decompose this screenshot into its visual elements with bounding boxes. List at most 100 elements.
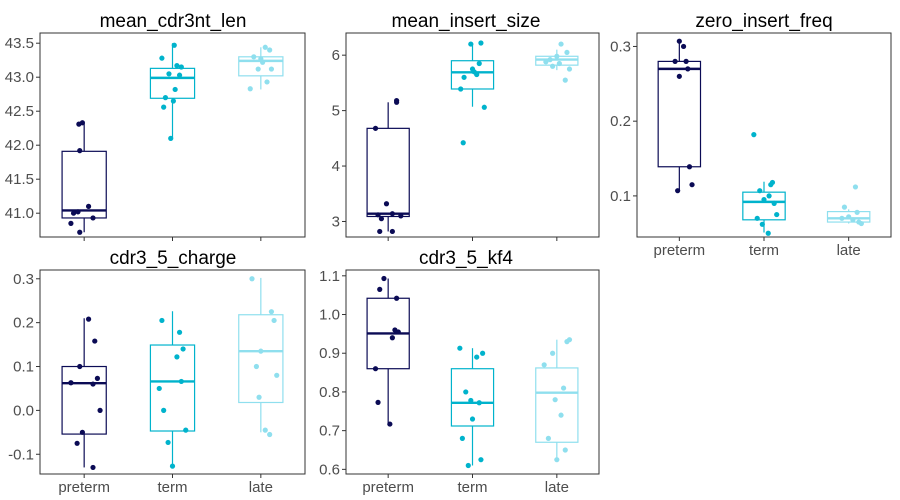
data-point — [68, 220, 74, 226]
data-point — [564, 339, 570, 345]
data-point — [94, 375, 101, 381]
box-iqr — [450, 60, 495, 90]
box-iqr — [61, 365, 107, 435]
data-point — [394, 295, 400, 301]
data-point — [90, 464, 96, 471]
data-point — [478, 40, 484, 46]
data-point — [77, 229, 83, 235]
panel-title: mean_cdr3nt_len — [100, 11, 247, 32]
x-tick-label: preterm — [362, 479, 414, 496]
data-point — [560, 385, 567, 391]
box-iqr — [61, 150, 107, 219]
data-point — [689, 182, 695, 188]
y-tick-label: 6 — [332, 47, 340, 64]
x-tick-label: late — [249, 479, 273, 496]
data-point — [159, 55, 165, 61]
data-point — [172, 86, 178, 93]
data-point — [552, 397, 558, 403]
data-point — [260, 59, 266, 65]
data-point — [178, 64, 184, 70]
data-point — [92, 338, 98, 344]
data-point — [545, 435, 552, 441]
data-point — [759, 221, 765, 227]
data-point — [166, 71, 172, 77]
data-point — [180, 346, 186, 352]
data-point — [672, 58, 678, 64]
data-point — [256, 394, 262, 400]
data-point — [474, 354, 480, 360]
data-point — [271, 317, 277, 324]
data-point — [79, 429, 85, 435]
data-point — [262, 427, 268, 433]
data-point — [459, 435, 465, 441]
x-tick-label: term — [158, 479, 188, 496]
data-point — [389, 211, 395, 217]
y-tick-label: 5 — [332, 103, 340, 120]
y-tick-label: 0.1 — [610, 188, 631, 205]
data-point — [377, 286, 383, 292]
data-point — [458, 86, 464, 92]
data-point — [90, 381, 96, 387]
data-point — [372, 125, 379, 131]
panel-mean-insert-size: 3 4 5 6 mean_insert_size — [332, 11, 600, 241]
data-point — [481, 104, 487, 110]
y-tick-label: 0.0 — [13, 402, 34, 419]
data-point — [169, 463, 176, 469]
data-point — [375, 399, 381, 405]
data-point — [262, 44, 268, 50]
y-tick-label: 0.7 — [319, 423, 340, 440]
data-point — [156, 385, 162, 392]
data-point — [774, 211, 780, 218]
data-point — [562, 77, 568, 83]
data-point — [165, 439, 171, 446]
data-point — [676, 38, 682, 44]
data-point — [554, 53, 560, 59]
panel-zero-insert-freq: 0.1 0.2 0.3 preterm term late zero_insert_freq — [610, 11, 892, 259]
data-point — [839, 215, 845, 221]
data-point — [478, 457, 484, 463]
data-point — [751, 132, 757, 138]
data-point — [267, 431, 273, 438]
data-point — [267, 47, 273, 53]
data-point — [268, 66, 275, 72]
data-point — [469, 416, 476, 422]
data-point — [683, 58, 689, 64]
data-point — [543, 59, 549, 65]
data-point — [766, 193, 772, 199]
data-point — [75, 209, 81, 215]
x-tick-label: late — [837, 242, 861, 259]
data-point — [268, 309, 275, 315]
data-point — [398, 213, 404, 219]
data-point — [161, 104, 167, 110]
data-point — [159, 317, 165, 324]
data-point — [562, 447, 568, 453]
data-point — [251, 54, 257, 60]
data-point — [68, 380, 74, 386]
data-point — [841, 204, 848, 210]
data-point — [480, 350, 486, 356]
data-point — [170, 98, 176, 104]
x-tick-label: preterm — [58, 479, 110, 496]
box-iqr — [826, 210, 871, 223]
data-point — [90, 215, 96, 221]
y-tick-label: 0.2 — [13, 315, 34, 332]
data-point — [258, 348, 264, 354]
data-point — [468, 41, 474, 47]
panel-title: mean_insert_size — [392, 11, 541, 32]
data-point — [675, 188, 681, 194]
y-tick-label: 0.8 — [319, 384, 340, 401]
panel-cdr3-5-charge: -0.1 0.0 0.1 0.2 0.3 preterm term late cdr3_5_ch… — [8, 248, 306, 496]
y-tick-label: 0.3 — [13, 271, 34, 288]
data-point — [77, 148, 83, 154]
data-point — [680, 43, 687, 50]
y-tick-label: 43.0 — [5, 69, 34, 86]
panel-title: cdr3_5_charge — [110, 248, 237, 269]
x-tick-label: term — [458, 479, 488, 496]
data-point — [476, 60, 482, 67]
panel-title: zero_insert_freq — [695, 11, 832, 32]
data-point — [394, 99, 400, 105]
data-point — [476, 400, 482, 406]
data-point — [769, 179, 776, 186]
data-point — [264, 79, 270, 85]
